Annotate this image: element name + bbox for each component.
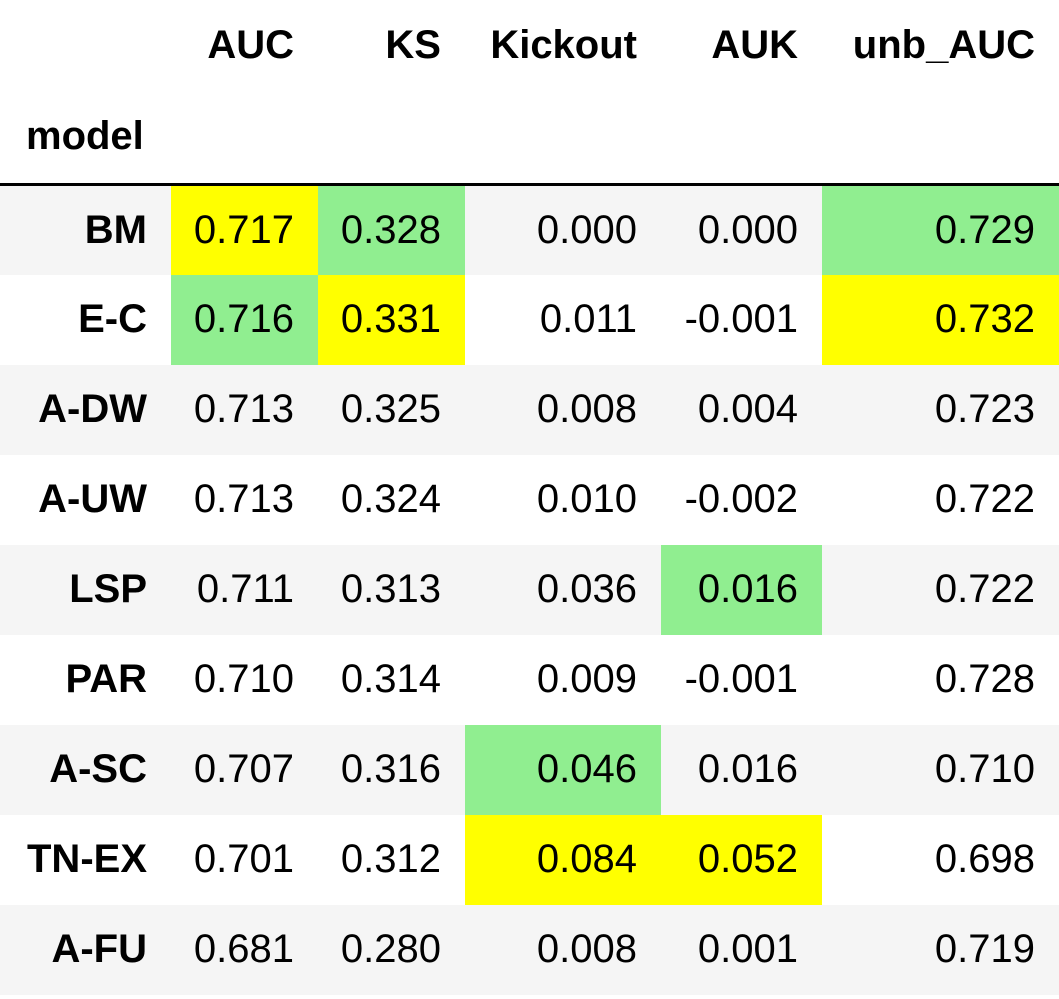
cell-auc: 0.716	[171, 274, 318, 365]
index-name-row: model	[0, 90, 1059, 185]
index-row-blank	[465, 90, 661, 185]
index-row-blank	[822, 90, 1059, 185]
cell-auc: 0.711	[196, 567, 294, 611]
cell-auk: 0.016	[697, 747, 798, 791]
cell-unb-auc: 0.728	[934, 657, 1035, 701]
cell-ks: 0.313	[340, 567, 441, 611]
row-label-model: LSP	[69, 567, 147, 611]
column-header-unb-auc: unb_AUC	[822, 0, 1059, 90]
cell-auk: 0.004	[697, 387, 798, 431]
cell-auc: 0.707	[193, 747, 294, 791]
column-header-ks: KS	[318, 0, 465, 90]
cell-auk: -0.001	[684, 657, 798, 701]
cell-auc: 0.681	[193, 927, 294, 971]
cell-ks: 0.324	[340, 477, 441, 521]
row-label-model: PAR	[65, 657, 147, 701]
cell-auk: -0.002	[684, 477, 798, 521]
cell-auc: 0.701	[193, 837, 294, 881]
table-row: LSP 0.711 0.313 0.036 0.016 0.722	[0, 544, 1059, 635]
cell-unb-auc: 0.732	[822, 274, 1059, 365]
table-row: PAR 0.710 0.314 0.009 -0.001 0.728	[0, 634, 1059, 725]
cell-auk: 0.000	[697, 207, 798, 252]
cell-kickout: 0.011	[539, 297, 637, 341]
table-row: A-SC 0.707 0.316 0.046 0.016 0.710	[0, 724, 1059, 815]
corner-cell	[0, 0, 171, 90]
cell-auc: 0.710	[193, 657, 294, 701]
cell-kickout: 0.009	[536, 657, 637, 701]
cell-auk: -0.001	[684, 297, 798, 341]
column-header-kickout: Kickout	[465, 0, 661, 90]
column-header-auc: AUC	[171, 0, 318, 90]
row-label-model: A-FU	[51, 927, 147, 971]
table-row: TN-EX 0.701 0.312 0.084 0.052 0.698	[0, 814, 1059, 905]
cell-unb-auc: 0.698	[934, 837, 1035, 881]
index-row-blank	[661, 90, 822, 185]
cell-kickout: 0.008	[536, 387, 637, 431]
cell-kickout: 0.008	[536, 927, 637, 971]
cell-kickout: 0.046	[465, 724, 661, 815]
column-header-row: AUC KS Kickout AUK unb_AUC	[0, 0, 1059, 90]
cell-unb-auc: 0.722	[934, 567, 1035, 611]
cell-kickout: 0.084	[465, 814, 661, 905]
table-row: A-UW 0.713 0.324 0.010 -0.002 0.722	[0, 454, 1059, 545]
cell-ks: 0.280	[340, 927, 441, 971]
cell-ks: 0.331	[318, 274, 465, 365]
index-row-blank	[171, 90, 318, 185]
cell-auk: 0.016	[661, 544, 822, 635]
table-row: E-C 0.716 0.331 0.011 -0.001 0.732	[0, 274, 1059, 365]
cell-auc: 0.717	[171, 184, 318, 275]
column-header-auk: AUK	[661, 0, 822, 90]
table-body: BM 0.717 0.328 0.000 0.000 0.729 E-C 0.716 0.331…	[0, 184, 1059, 995]
cell-ks: 0.316	[340, 747, 441, 791]
cell-auk: 0.001	[697, 927, 798, 971]
cell-ks: 0.325	[340, 387, 441, 431]
cell-kickout: 0.010	[536, 477, 637, 521]
cell-auk: 0.052	[661, 814, 822, 905]
row-label-model: A-DW	[38, 387, 147, 431]
cell-ks: 0.328	[318, 184, 465, 275]
index-name-label: model	[0, 90, 171, 185]
table-row: A-DW 0.713 0.325 0.008 0.004 0.723	[0, 364, 1059, 455]
table-row: BM 0.717 0.328 0.000 0.000 0.729	[0, 184, 1059, 275]
cell-ks: 0.312	[340, 837, 441, 881]
cell-auc: 0.713	[193, 387, 294, 431]
index-row-blank	[318, 90, 465, 185]
cell-unb-auc: 0.729	[822, 184, 1059, 275]
cell-auc: 0.713	[193, 477, 294, 521]
cell-kickout: 0.036	[536, 567, 637, 611]
row-label-model: A-SC	[49, 747, 147, 791]
cell-ks: 0.314	[340, 657, 441, 701]
table-row: A-FU 0.681 0.280 0.008 0.001 0.719	[0, 904, 1059, 995]
row-label-model: TN-EX	[27, 837, 147, 881]
cell-unb-auc: 0.722	[934, 477, 1035, 521]
cell-unb-auc: 0.723	[934, 387, 1035, 431]
row-label-model: BM	[84, 207, 147, 252]
cell-unb-auc: 0.719	[934, 927, 1035, 971]
table-header: AUC KS Kickout AUK unb_AUC model	[0, 0, 1059, 185]
cell-unb-auc: 0.710	[934, 747, 1035, 791]
row-label-model: E-C	[78, 297, 147, 341]
row-label-model: A-UW	[38, 477, 147, 521]
cell-kickout: 0.000	[536, 207, 637, 252]
